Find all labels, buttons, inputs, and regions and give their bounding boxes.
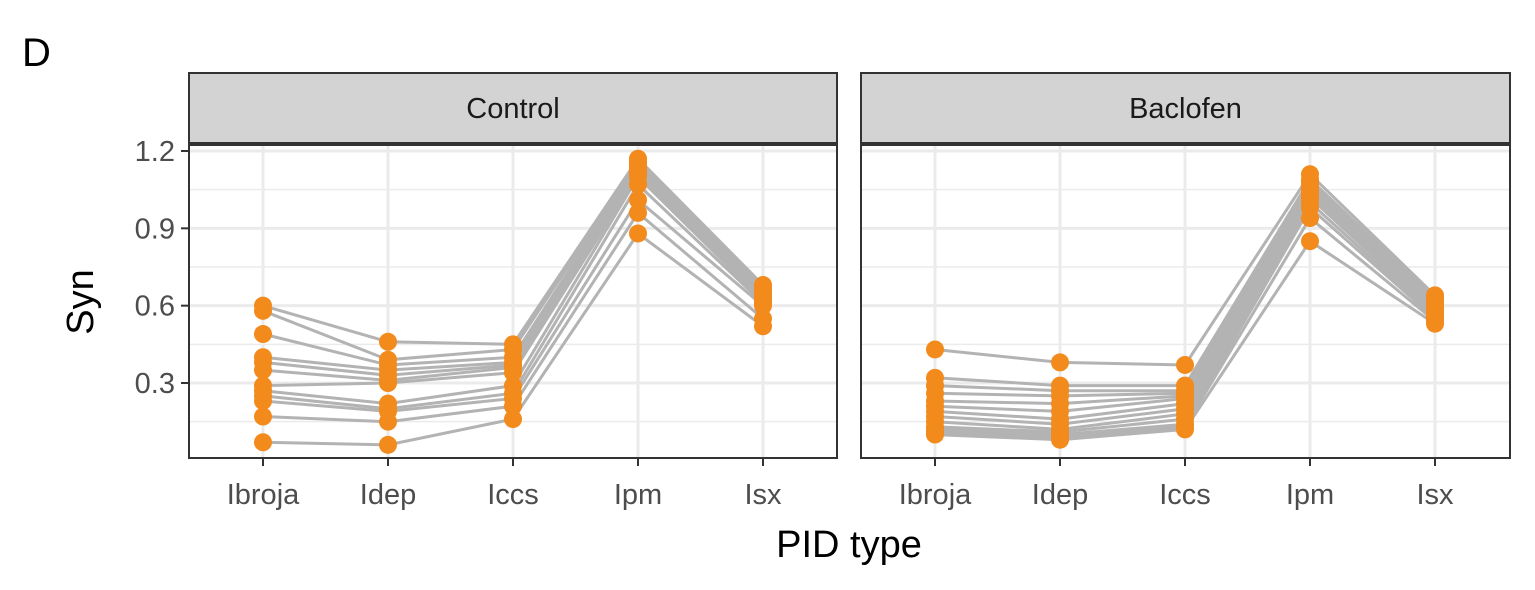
data-point [629, 190, 647, 209]
facet-panels: Control Ibroja Idep Iccs Ipm Isx 0.3 0.6 0.9 1.2 B… [135, 72, 1511, 511]
x-tick-label: Isx [744, 479, 782, 511]
x-tick-label: Ibroja [227, 479, 300, 511]
facet-strip [188, 72, 838, 144]
data-point [1176, 355, 1194, 374]
data-point [926, 425, 944, 444]
x-tick-label: Ipm [1286, 479, 1334, 511]
data-point [629, 175, 647, 194]
data-point [1051, 430, 1069, 449]
x-tick-label: Ipm [614, 479, 662, 511]
panel-tag: D [22, 31, 51, 75]
data-point [629, 224, 647, 243]
x-tick-label: Idep [1032, 479, 1088, 511]
data-point [254, 392, 272, 411]
data-point [254, 433, 272, 452]
y-tick-label: 0.9 [135, 213, 175, 245]
data-point [926, 340, 944, 359]
y-tick-label: 0.3 [135, 368, 175, 400]
facet-strip-label: Control [466, 93, 560, 125]
data-point [1426, 314, 1444, 333]
data-point [254, 361, 272, 380]
data-point [254, 325, 272, 344]
panel-baclofen: Baclofen Ibroja Idep Iccs Ipm Isx [860, 72, 1511, 511]
x-tick-label: Isx [1416, 479, 1454, 511]
data-point [754, 296, 772, 315]
y-axis-title: Syn [60, 269, 102, 334]
x-tick-label: Idep [360, 479, 416, 511]
data-point [379, 332, 397, 351]
data-point [1301, 209, 1319, 228]
data-point [379, 435, 397, 454]
data-point [504, 397, 522, 416]
x-tick-label: Iccs [487, 479, 539, 511]
data-point [1176, 420, 1194, 439]
data-point [629, 203, 647, 222]
x-tick-label: Ibroja [899, 479, 972, 511]
facet-strip-label: Baclofen [1129, 93, 1242, 125]
x-tick-label: Iccs [1159, 479, 1211, 511]
x-axis-title: PID type [776, 524, 922, 566]
data-point [254, 301, 272, 320]
y-tick-label: 0.6 [135, 291, 175, 323]
data-point [1051, 353, 1069, 372]
panel-control: Control Ibroja Idep Iccs Ipm Isx 0.3 0.6 0.9 1.2 [135, 72, 838, 511]
data-point [504, 363, 522, 382]
data-point [254, 407, 272, 426]
data-point [504, 410, 522, 429]
data-point [754, 317, 772, 336]
data-point [379, 412, 397, 431]
facet-strip [860, 72, 1511, 144]
data-point [379, 374, 397, 392]
y-tick-label: 1.2 [135, 136, 175, 168]
data-point [1301, 232, 1319, 251]
